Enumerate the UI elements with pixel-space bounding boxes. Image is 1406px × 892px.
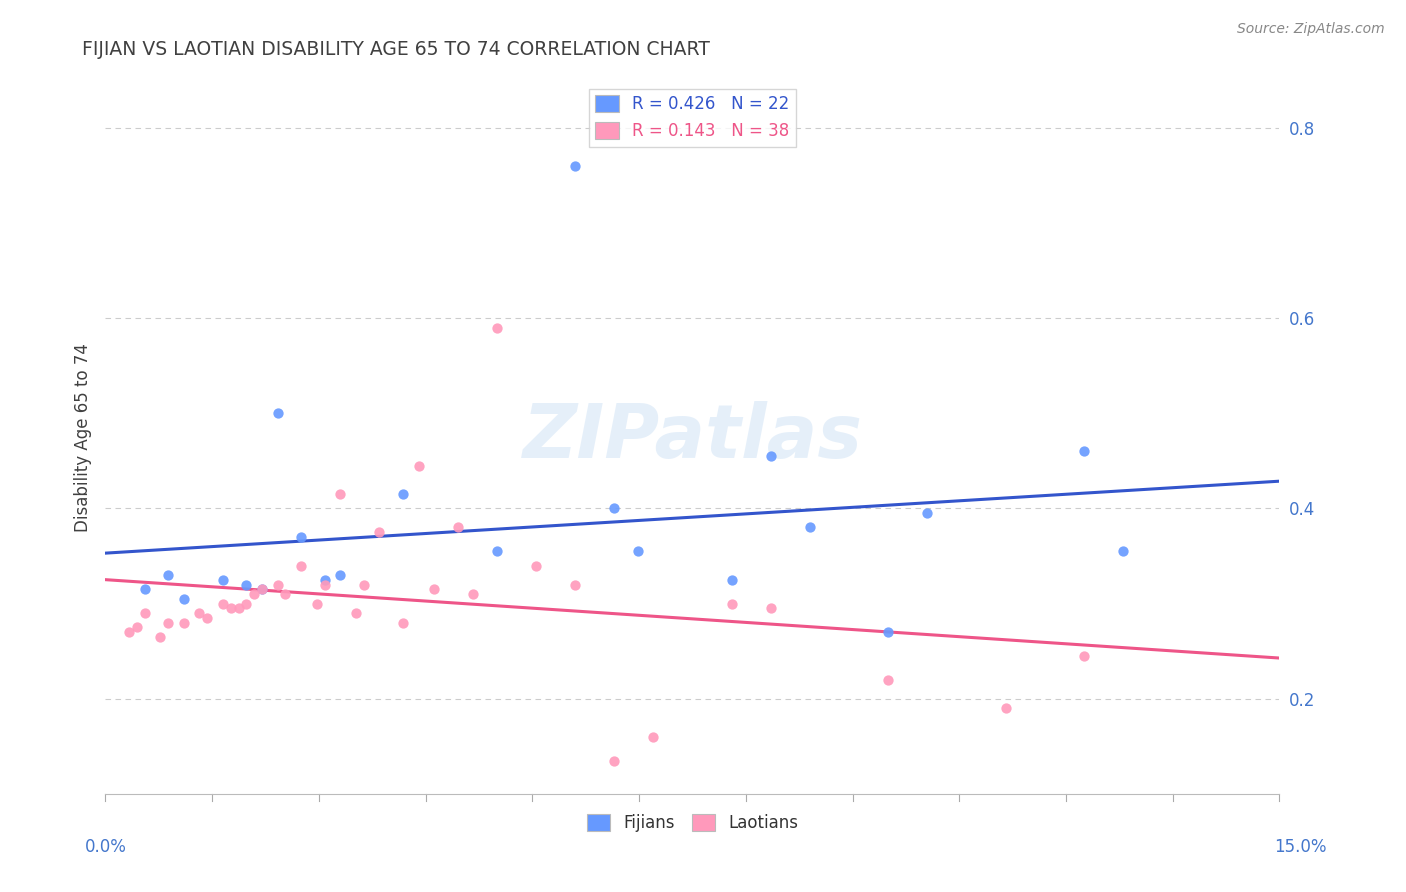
Point [392,487,415,501]
Point [423,582,446,597]
Point [603,754,626,768]
Point [1073,444,1095,458]
Point [235,577,257,591]
Point [305,597,328,611]
Point [368,525,391,540]
Point [211,597,233,611]
Point [329,487,352,501]
Point [485,544,508,558]
Point [994,701,1017,715]
Point [250,582,273,597]
Point [314,573,336,587]
Point [720,573,742,587]
Point [720,597,742,611]
Point [447,520,470,534]
Point [485,320,508,334]
Point [877,673,900,687]
Point [173,615,195,630]
Y-axis label: Disability Age 65 to 74: Disability Age 65 to 74 [73,343,91,532]
Point [917,506,939,520]
Text: FIJIAN VS LAOTIAN DISABILITY AGE 65 TO 74 CORRELATION CHART: FIJIAN VS LAOTIAN DISABILITY AGE 65 TO 7… [82,40,710,59]
Point [759,601,782,615]
Point [243,587,266,601]
Point [1112,544,1135,558]
Point [266,406,288,420]
Point [344,606,367,620]
Point [564,159,586,173]
Point [134,606,156,620]
Point [603,501,626,516]
Point [125,620,148,634]
Point [627,544,650,558]
Point [134,582,156,597]
Point [228,601,250,615]
Point [392,615,415,630]
Point [877,625,900,640]
Point [195,611,218,625]
Point [235,597,257,611]
Point [250,582,273,597]
Point [1073,648,1095,663]
Point [799,520,821,534]
Point [290,530,312,544]
Point [353,577,375,591]
Point [408,458,430,473]
Point [211,573,233,587]
Point [266,577,288,591]
Point [274,587,297,601]
Text: 15.0%: 15.0% [1274,838,1327,855]
Text: Source: ZipAtlas.com: Source: ZipAtlas.com [1237,22,1385,37]
Point [759,449,782,463]
Point [290,558,312,573]
Text: 0.0%: 0.0% [84,838,127,855]
Point [219,601,242,615]
Text: ZIPatlas: ZIPatlas [523,401,862,474]
Point [149,630,172,644]
Point [188,606,211,620]
Point [173,591,195,606]
Legend: Fijians, Laotians: Fijians, Laotians [581,807,804,839]
Point [157,568,180,582]
Point [564,577,586,591]
Point [329,568,352,582]
Point [643,730,665,744]
Point [118,625,141,640]
Point [524,558,547,573]
Point [314,577,336,591]
Point [157,615,180,630]
Point [463,587,485,601]
